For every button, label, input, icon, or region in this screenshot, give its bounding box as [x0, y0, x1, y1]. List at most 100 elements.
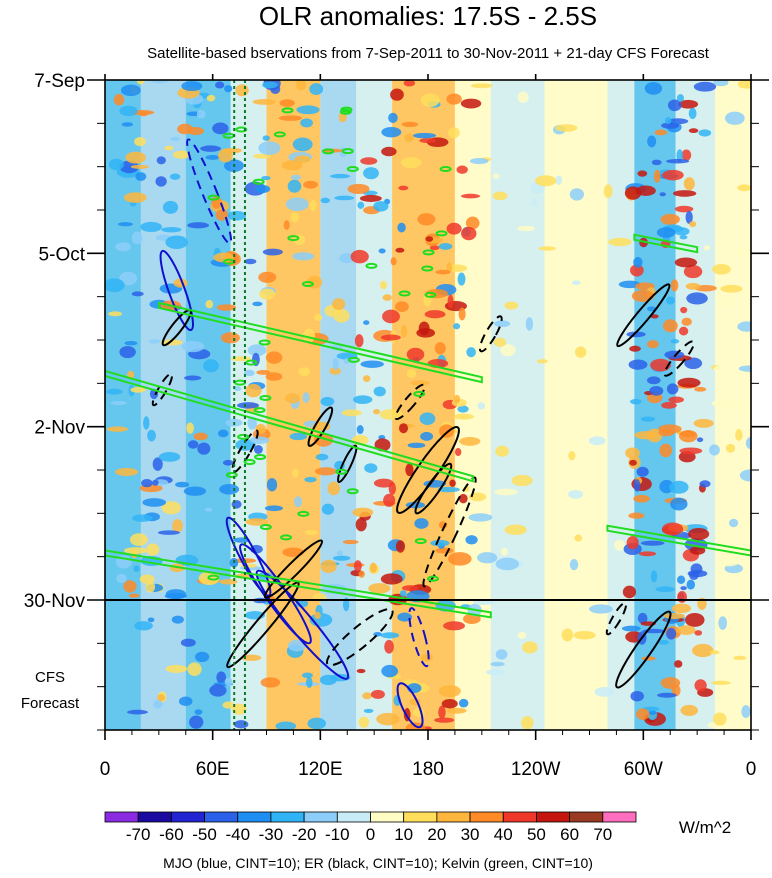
anomaly-cell — [490, 661, 505, 667]
anomaly-cell — [720, 293, 736, 308]
anomaly-cell — [261, 176, 271, 181]
anomaly-cell — [123, 192, 147, 203]
anomaly-cell — [187, 440, 199, 449]
anomaly-cell — [381, 146, 397, 157]
anomaly-cell — [407, 442, 426, 449]
colorbar-swatch — [336, 811, 371, 823]
anomaly-cell — [689, 570, 699, 580]
anomaly-cell — [438, 705, 446, 719]
anomaly-cell — [500, 547, 508, 556]
anomaly-cell — [181, 340, 205, 353]
anomaly-cell — [658, 424, 682, 434]
anomaly-cell — [463, 613, 481, 625]
anomaly-cell — [124, 341, 138, 346]
anomaly-cell — [434, 717, 455, 723]
anomaly-cell — [282, 547, 304, 558]
anomaly-cell — [220, 332, 240, 344]
anomaly-cell — [493, 337, 507, 347]
anomaly-cell — [187, 222, 210, 229]
anomaly-cell — [568, 450, 576, 461]
anomaly-cell — [354, 334, 364, 348]
anomaly-cell — [130, 164, 149, 169]
anomaly-cell — [495, 557, 520, 571]
anomaly-cell — [453, 323, 461, 330]
anomaly-cell — [342, 539, 359, 545]
anomaly-cell — [120, 84, 141, 97]
anomaly-cell — [637, 170, 648, 177]
anomaly-cell — [134, 621, 153, 631]
anomaly-cell — [265, 351, 283, 364]
anomaly-cell — [737, 184, 751, 192]
anomaly-cell — [650, 570, 658, 583]
colorbar-label: 30 — [461, 825, 480, 844]
anomaly-cell — [741, 705, 751, 719]
anomaly-cell — [712, 264, 731, 275]
anomaly-cell — [456, 165, 468, 174]
anomaly-cell — [264, 505, 284, 512]
anomaly-cell — [395, 540, 406, 553]
wave-contour — [616, 283, 671, 348]
anomaly-cell — [384, 639, 394, 654]
kelvin-contour — [253, 407, 266, 414]
wave-contour — [263, 539, 324, 599]
anomaly-cell — [677, 575, 686, 584]
colorbar-label: 40 — [494, 825, 513, 844]
anomaly-cell — [739, 469, 751, 482]
anomaly-cell — [589, 604, 613, 614]
kelvin-contour — [435, 230, 448, 237]
anomaly-cell — [649, 385, 664, 396]
anomaly-cell — [309, 83, 324, 96]
anomaly-cell — [679, 429, 698, 443]
anomaly-cell — [362, 375, 371, 383]
anomaly-cell — [285, 197, 309, 212]
anomaly-cell — [186, 422, 194, 434]
kelvin-contour — [606, 524, 751, 557]
x-tick-label: 120W — [511, 759, 561, 780]
anomaly-cell — [181, 81, 203, 92]
anomaly-cell — [350, 249, 369, 264]
colorbar-swatch — [270, 811, 305, 823]
colorbar-swatch — [436, 811, 471, 823]
wave-contour — [337, 444, 358, 484]
anomaly-cell — [294, 155, 311, 163]
kelvin-contour — [297, 510, 310, 517]
anomaly-cell — [401, 121, 419, 127]
anomaly-cell — [668, 396, 685, 404]
anomaly-cell — [187, 662, 202, 676]
anomaly-cell — [569, 600, 585, 608]
kelvin-contour — [427, 575, 440, 582]
contour-legend: MJO (blue, CINT=10); ER (black, CINT=10)… — [163, 855, 593, 871]
anomaly-cell — [121, 122, 134, 127]
anomaly-cell — [380, 573, 403, 585]
colorbar-swatch — [569, 811, 604, 823]
y-tick-label: 7-Sep — [34, 71, 85, 92]
anomaly-cell — [332, 555, 351, 561]
colorbar-swatch — [536, 811, 571, 823]
anomaly-cell — [713, 712, 727, 726]
anomaly-cell — [143, 416, 150, 430]
anomaly-cell — [403, 80, 416, 87]
anomaly-cell — [680, 704, 699, 716]
wave-contour — [186, 138, 233, 245]
kelvin-contour — [259, 394, 272, 401]
anomaly-cell — [131, 231, 143, 245]
anomaly-cell — [401, 585, 419, 591]
colorbar-units: W/m^2 — [679, 818, 731, 837]
anomaly-cell — [636, 708, 650, 720]
anomaly-cell — [212, 122, 229, 135]
anomaly-cell — [374, 438, 391, 452]
anomaly-cell — [259, 288, 276, 300]
anomaly-cell — [249, 436, 270, 444]
anomaly-cell — [670, 279, 679, 292]
vertical-markers — [233, 80, 246, 730]
anomaly-cell — [631, 290, 654, 302]
kelvin-contour — [322, 148, 335, 155]
anomaly-cell — [435, 547, 454, 554]
anomaly-cell — [332, 298, 346, 310]
anomaly-cell — [504, 524, 527, 536]
anomaly-cell — [383, 493, 396, 507]
anomaly-cell — [709, 650, 720, 655]
anomaly-cell — [441, 698, 458, 709]
anomaly-cell — [388, 112, 398, 123]
anomaly-cell — [684, 357, 703, 370]
